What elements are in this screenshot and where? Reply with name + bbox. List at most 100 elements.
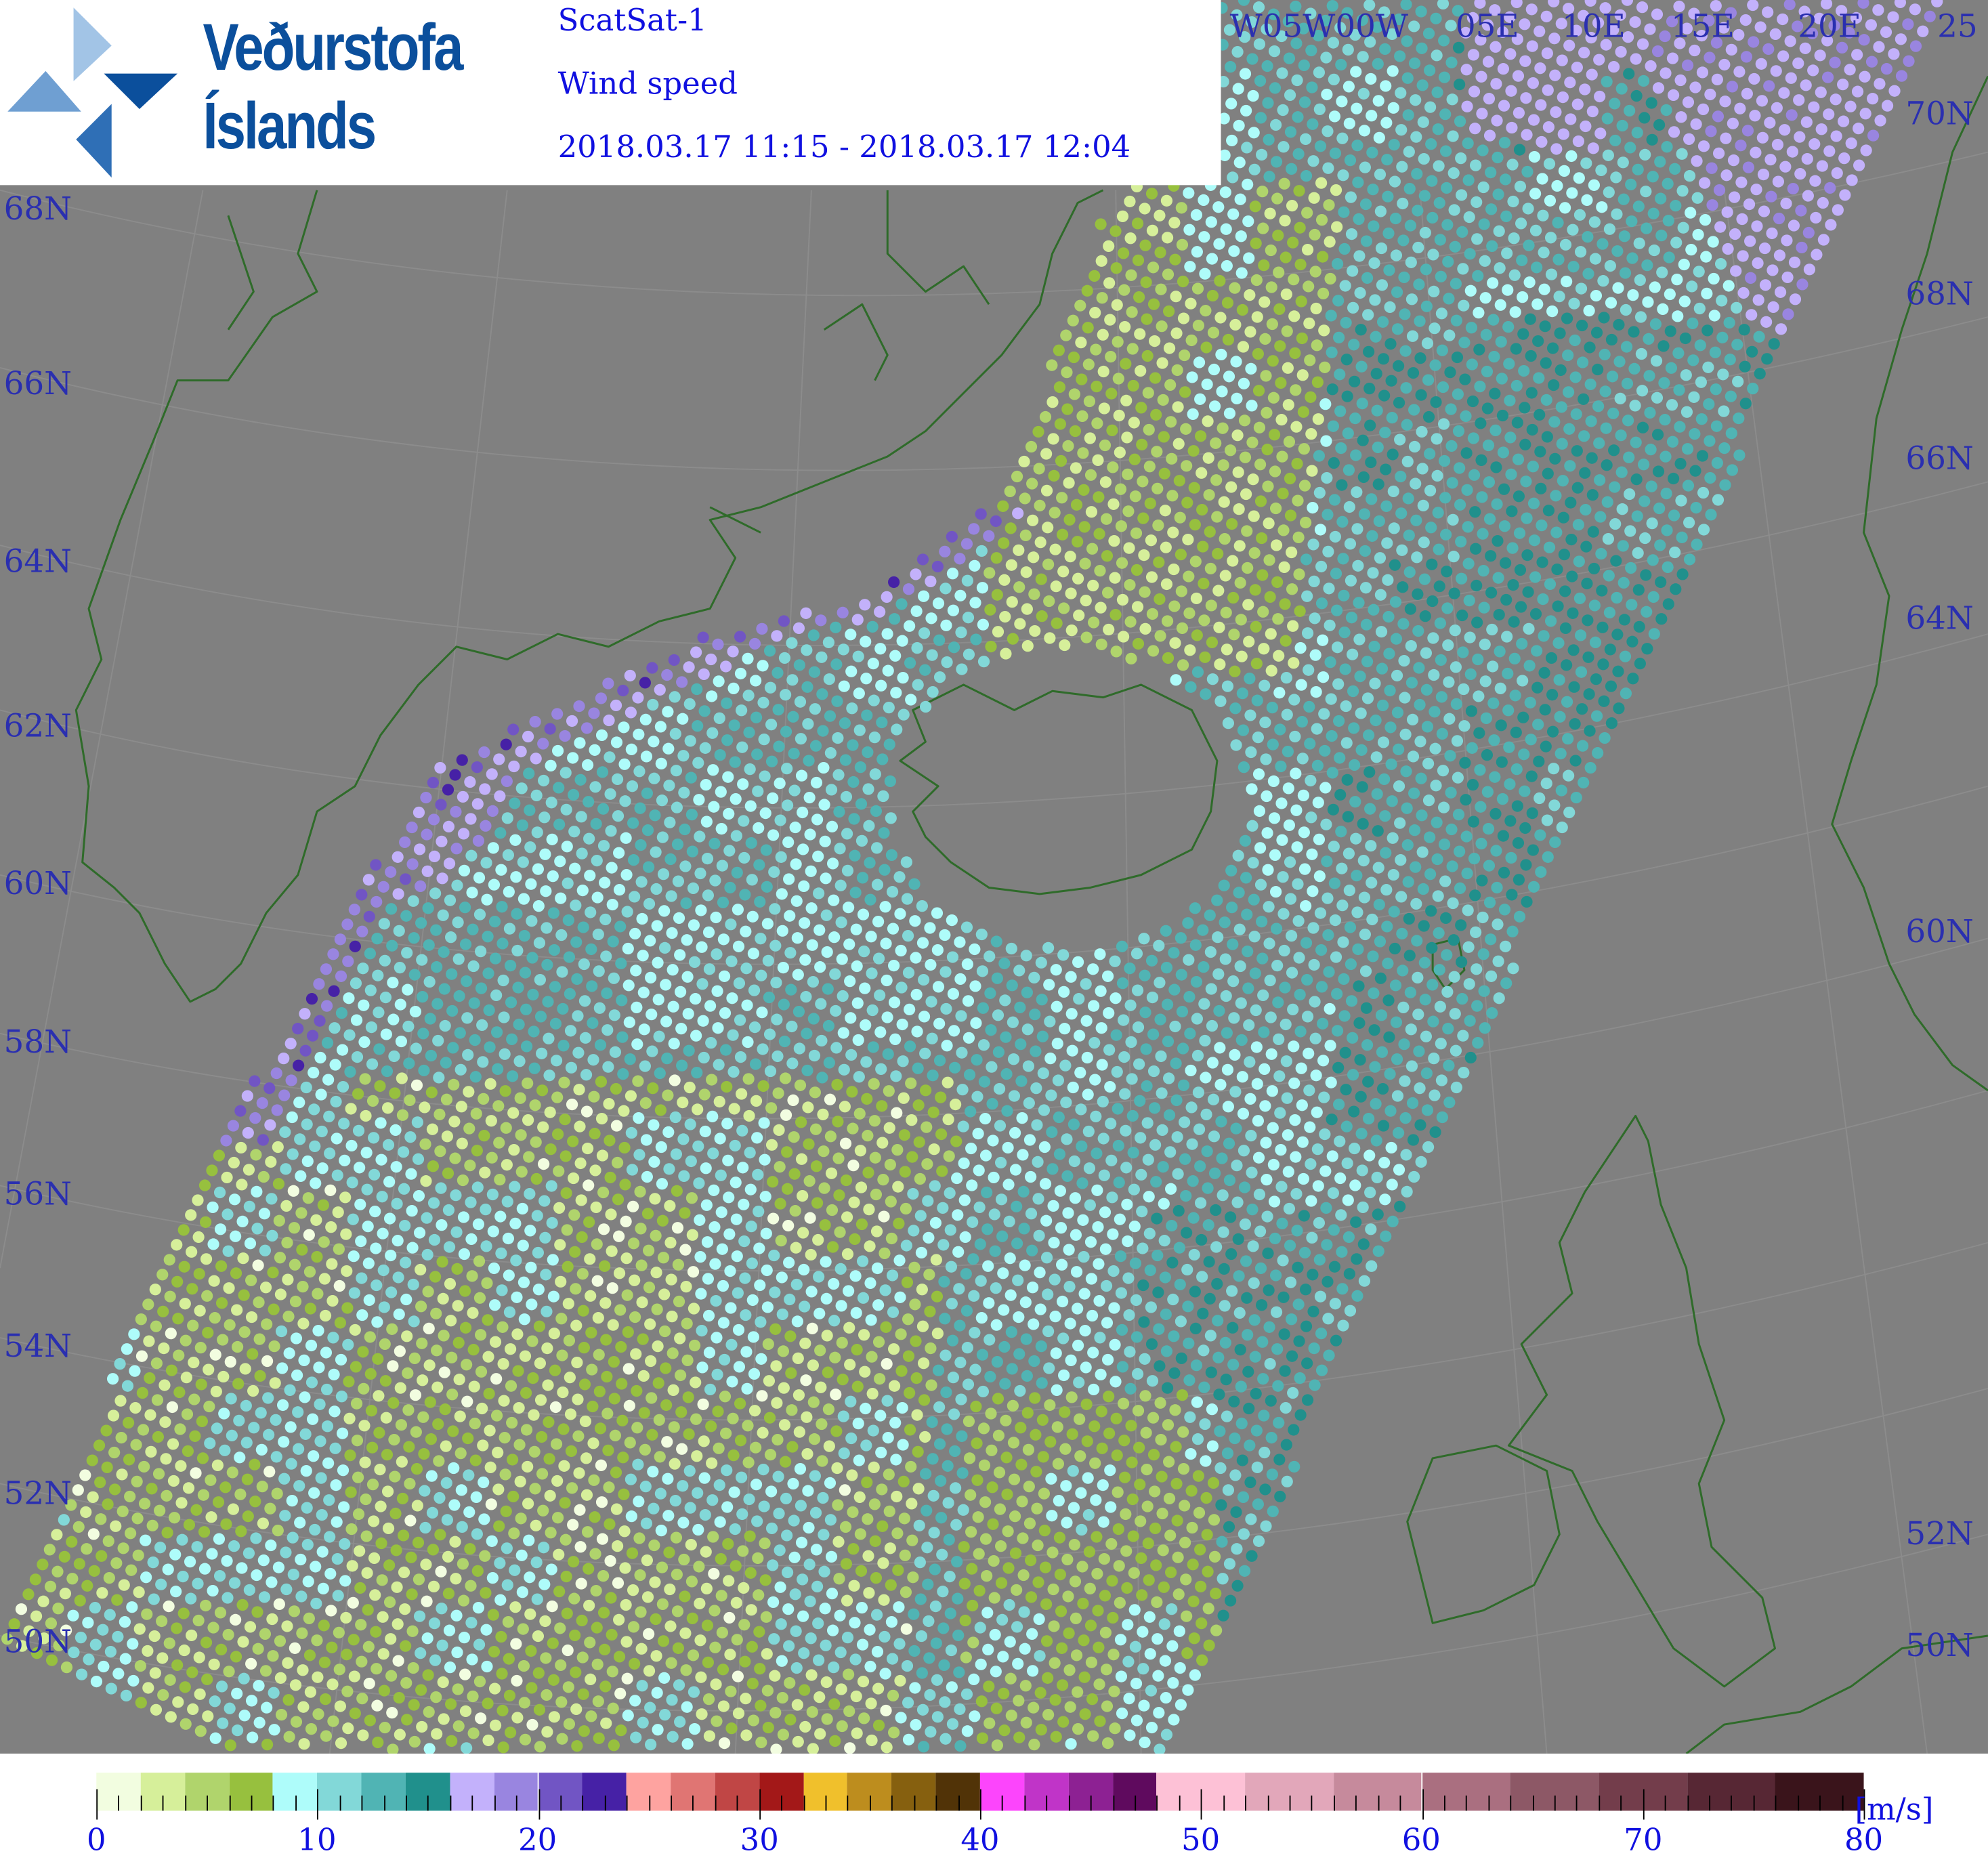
wind-speed-dot [1590, 289, 1603, 302]
wind-speed-dot [433, 1108, 446, 1121]
wind-speed-dot [975, 545, 988, 557]
wind-speed-dot [527, 988, 539, 1001]
wind-speed-dot [838, 1447, 850, 1460]
wind-speed-dot [1201, 1529, 1213, 1541]
wind-speed-dot [1273, 1454, 1286, 1466]
wind-speed-dot [996, 1230, 1009, 1242]
wind-speed-dot [1125, 1420, 1137, 1432]
wind-speed-dot [1454, 845, 1466, 857]
wind-speed-dot [1704, 435, 1716, 447]
wind-speed-dot [637, 986, 650, 998]
wind-speed-dot [816, 688, 828, 700]
wind-speed-dot [1060, 1480, 1072, 1492]
wind-speed-dot [948, 1408, 960, 1420]
wind-speed-dot [932, 981, 945, 993]
wind-speed-dot [927, 685, 939, 698]
wind-speed-dot [1194, 1544, 1206, 1556]
wind-speed-dot [965, 1526, 977, 1538]
wind-speed-dot [1207, 1093, 1220, 1105]
wind-speed-dot [719, 660, 732, 673]
wind-speed-dot [1491, 114, 1503, 127]
wind-speed-dot [1411, 551, 1423, 564]
wind-speed-dot [1211, 894, 1223, 906]
wind-speed-dot [601, 1407, 614, 1420]
wind-speed-dot [1513, 490, 1525, 503]
wind-speed-dot [921, 1504, 933, 1517]
wind-speed-dot [1234, 193, 1246, 205]
wind-speed-dot [709, 837, 721, 850]
wind-speed-dot [1838, 152, 1850, 165]
wind-speed-dot [675, 1023, 688, 1035]
wind-speed-dot [1175, 1315, 1187, 1328]
wind-speed-dot [560, 1187, 572, 1200]
wind-speed-dot [561, 1224, 573, 1236]
wind-speed-dot [1295, 295, 1307, 308]
wind-speed-dot [1326, 1150, 1338, 1162]
wind-speed-dot [1788, 219, 1800, 232]
wind-speed-dot [1096, 1059, 1108, 1071]
wind-speed-dot [742, 1456, 755, 1468]
wind-speed-dot [1016, 1112, 1028, 1124]
wind-speed-dot [651, 920, 663, 932]
wind-speed-dot [1743, 198, 1756, 211]
wind-speed-dot [1349, 412, 1361, 425]
wind-speed-dot [627, 854, 640, 866]
wind-speed-dot [723, 845, 736, 857]
wind-speed-dot [849, 1270, 862, 1282]
wind-speed-dot [770, 977, 782, 989]
wind-speed-dot [958, 1541, 970, 1553]
wind-speed-dot [1017, 1532, 1029, 1544]
wind-speed-dot [249, 1075, 261, 1087]
wind-speed-dot [1660, 488, 1672, 500]
wind-speed-dot [965, 1142, 977, 1155]
wind-speed-dot [303, 1229, 315, 1241]
wind-speed-dot [592, 928, 604, 941]
wind-speed-dot [1586, 452, 1598, 464]
wind-speed-dot [547, 1254, 559, 1266]
wind-speed-dot [1424, 484, 1437, 496]
wind-speed-dot [1597, 658, 1609, 671]
wind-speed-dot [1628, 362, 1641, 375]
wind-speed-dot [1040, 1598, 1053, 1611]
wind-speed-dot [1428, 1053, 1440, 1065]
wind-speed-dot [1311, 339, 1323, 352]
wind-speed-dot [1161, 232, 1174, 244]
wind-speed-dot [1030, 1045, 1042, 1057]
wind-speed-dot [429, 1271, 442, 1283]
wind-speed-dot [998, 1304, 1010, 1316]
wind-speed-dot [1587, 142, 1599, 154]
wind-speed-dot [837, 643, 849, 656]
wind-speed-dot [1356, 14, 1368, 26]
wind-speed-dot [976, 1349, 989, 1361]
wind-speed-dot [1331, 1025, 1344, 1037]
wind-speed-dot [517, 856, 529, 868]
wind-speed-dot [1385, 1141, 1397, 1154]
wind-speed-dot [1756, 131, 1769, 144]
wind-speed-dot [1376, 279, 1389, 291]
wind-speed-dot [1336, 862, 1348, 874]
wind-speed-dot [1422, 27, 1435, 40]
wind-speed-dot [1375, 626, 1388, 638]
wind-speed-dot [1560, 659, 1573, 671]
wind-speed-dot [1321, 125, 1334, 137]
wind-speed-dot [793, 659, 805, 671]
wind-speed-dot [1069, 1192, 1082, 1204]
wind-speed-dot [1044, 632, 1056, 644]
wind-speed-dot [726, 992, 738, 1004]
wind-speed-dot [1238, 415, 1251, 427]
wind-speed-dot [665, 1273, 677, 1286]
wind-speed-dot [457, 828, 470, 840]
wind-speed-dot [1434, 1000, 1446, 1013]
wind-speed-dot [1113, 409, 1125, 422]
wind-speed-dot [640, 1134, 653, 1146]
wind-speed-dot [662, 1089, 674, 1101]
wind-speed-dot [1122, 468, 1134, 480]
wind-speed-dot [1647, 554, 1659, 566]
wind-speed-dot [757, 660, 769, 672]
wind-speed-dot [1350, 449, 1362, 461]
wind-speed-dot [1274, 340, 1286, 352]
wind-speed-dot [867, 1041, 879, 1053]
wind-speed-dot [1332, 1061, 1345, 1074]
wind-speed-dot [1076, 1177, 1088, 1189]
wind-speed-dot [1300, 937, 1313, 949]
